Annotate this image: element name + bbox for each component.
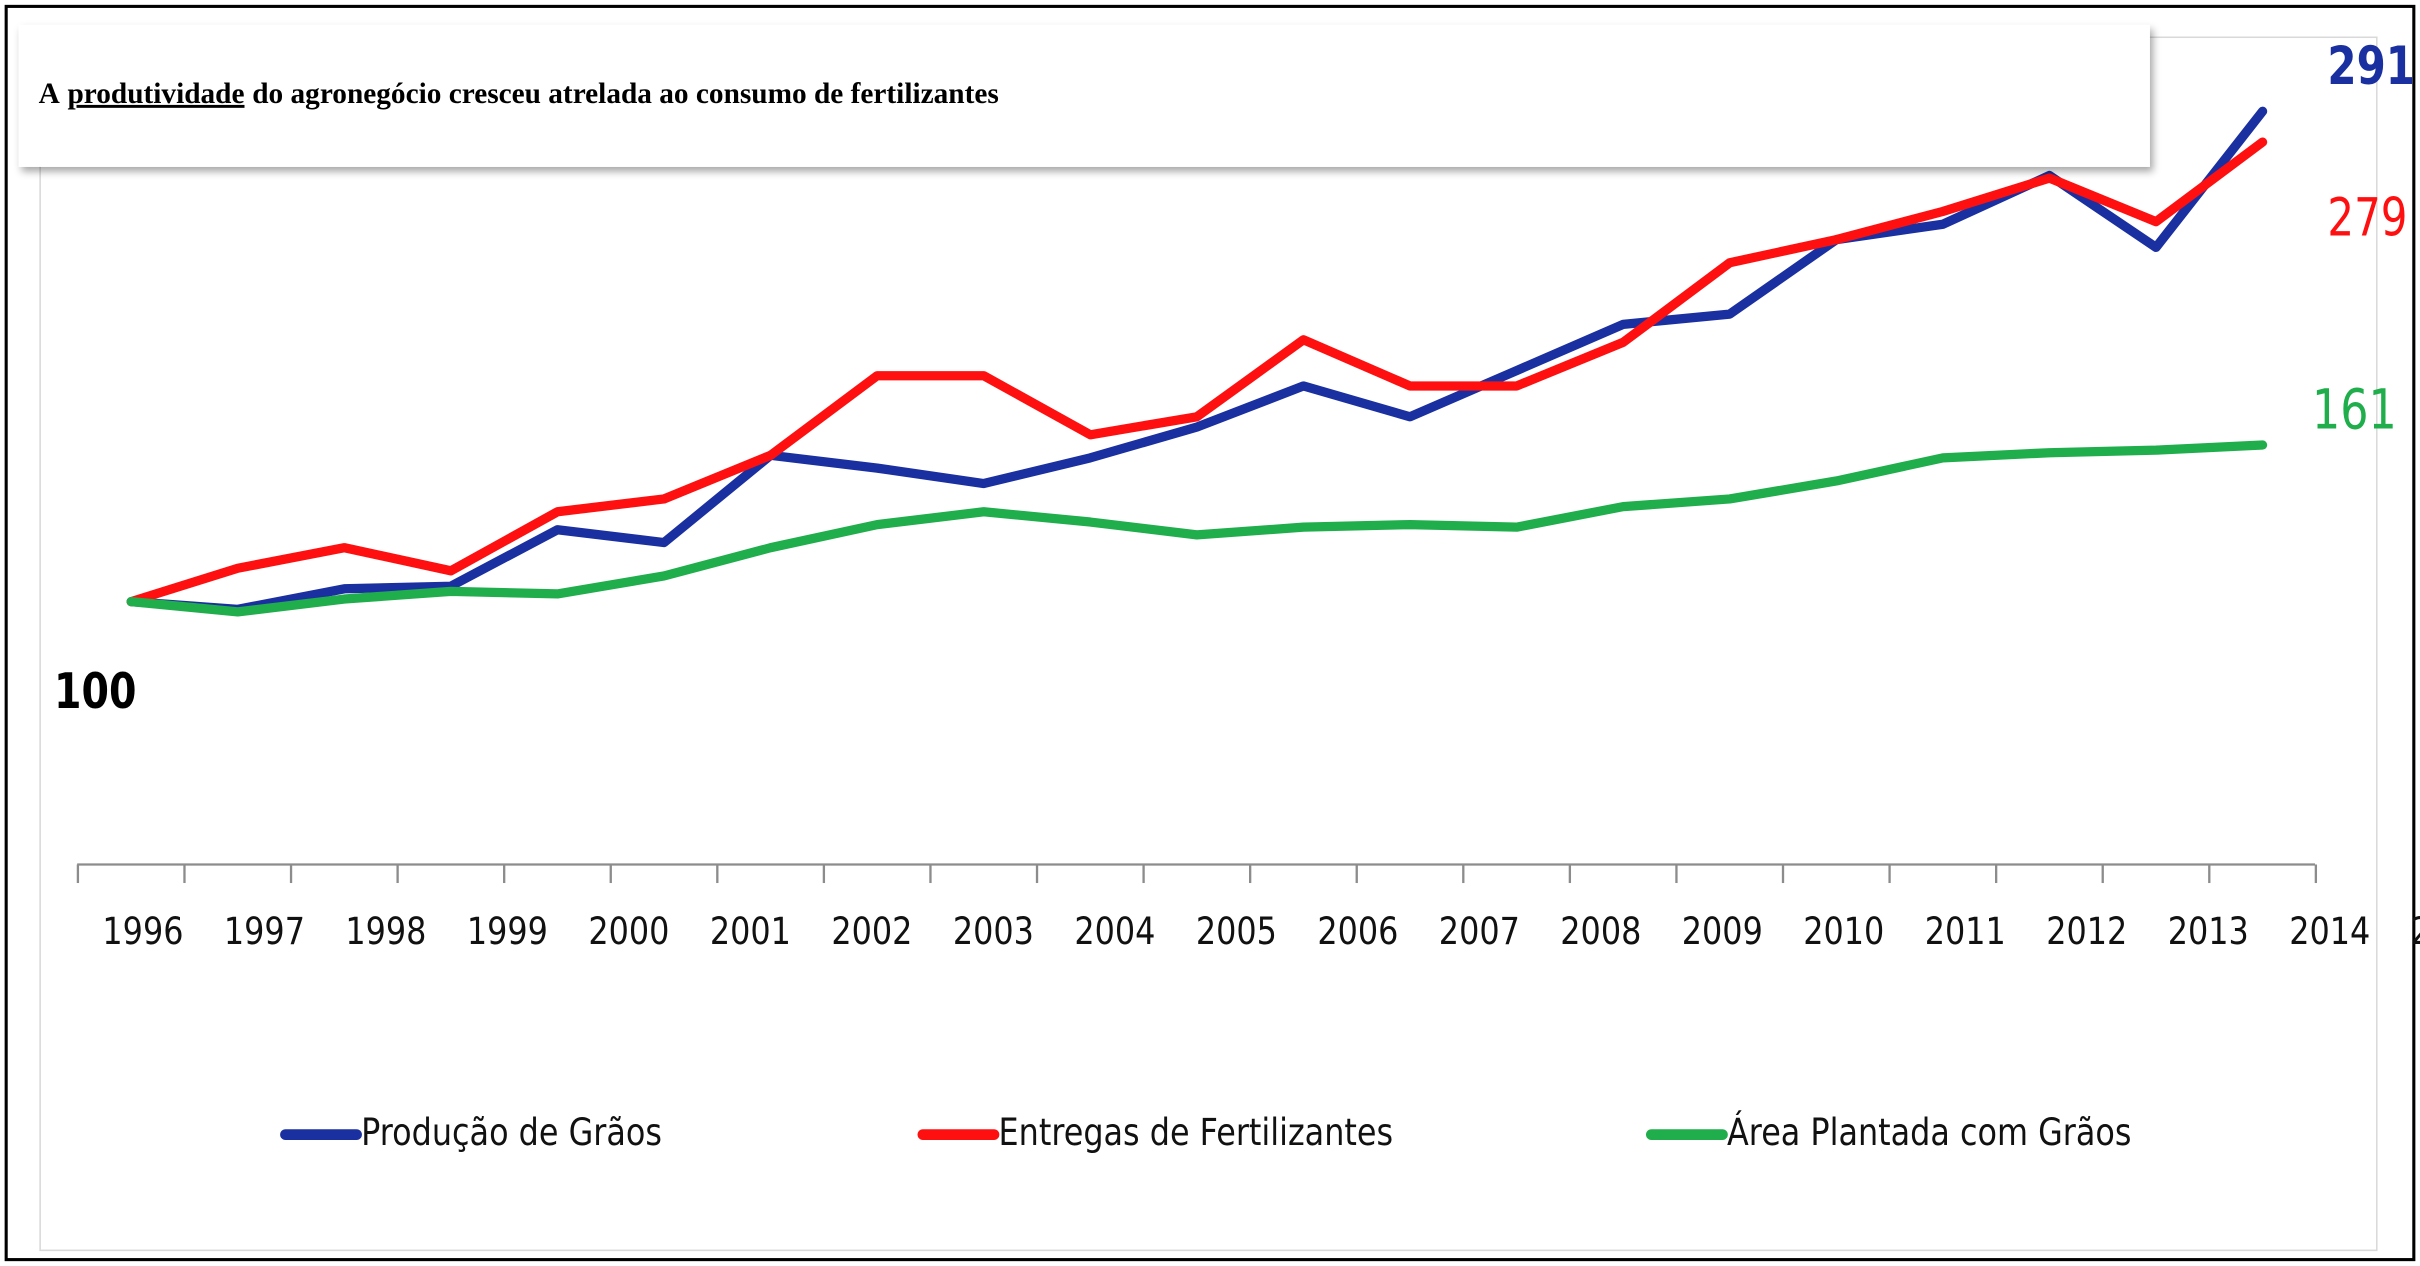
legend-label: Entregas de Fertilizantes (999, 1112, 1393, 1155)
x-tick-label: 1997 (224, 911, 305, 954)
plot: 1996 1997 1998 1999 2000 2001 2002 2003 2004 2005… (54, 37, 2420, 1155)
x-tick-label: 2007 (1439, 911, 1520, 954)
legend-label: Produção de Grãos (361, 1112, 662, 1155)
x-tick-label: 2015 (2411, 911, 2420, 954)
series-line (126, 106, 2268, 614)
x-tick-label: 2012 (2046, 911, 2127, 954)
x-tick-label: 2009 (1682, 911, 1763, 954)
x-tick-label: 2003 (953, 911, 1034, 954)
legend-label: Área Plantada com Grãos (1727, 1110, 2131, 1154)
title-part: A (39, 78, 60, 110)
x-tick-label: 2013 (2168, 911, 2249, 954)
annotation: 161 (2312, 377, 2397, 442)
x-tick-label: 2008 (1560, 911, 1641, 954)
x-tick-label: 2011 (1925, 911, 2006, 954)
series-line (126, 440, 2268, 617)
x-tick-label: 2000 (588, 911, 669, 954)
x-tick-label: 2005 (1196, 911, 1277, 954)
title-part: produtividade (67, 78, 244, 110)
x-tick-label: 1998 (345, 911, 426, 954)
x-tick-label: 1996 (102, 911, 183, 954)
annotation: 291 (2327, 37, 2415, 98)
annotation: 100 (54, 662, 136, 721)
title-box (18, 24, 2150, 167)
x-tick-label: 1999 (467, 911, 548, 954)
outer-frame (4, 4, 2416, 1262)
x-tick-label: 2002 (831, 911, 912, 954)
x-tick-label: 2010 (1803, 911, 1884, 954)
x-tick-label: 2001 (710, 911, 791, 954)
x-tick-label: 2004 (1074, 911, 1155, 954)
x-tick-label: 2014 (2289, 911, 2370, 954)
title-part: do agronegócio cresceu atrelada ao consu… (252, 78, 999, 110)
series-line (126, 137, 2268, 607)
x-tick-label: 2006 (1317, 911, 1398, 954)
annotation: 279 (2327, 188, 2407, 249)
